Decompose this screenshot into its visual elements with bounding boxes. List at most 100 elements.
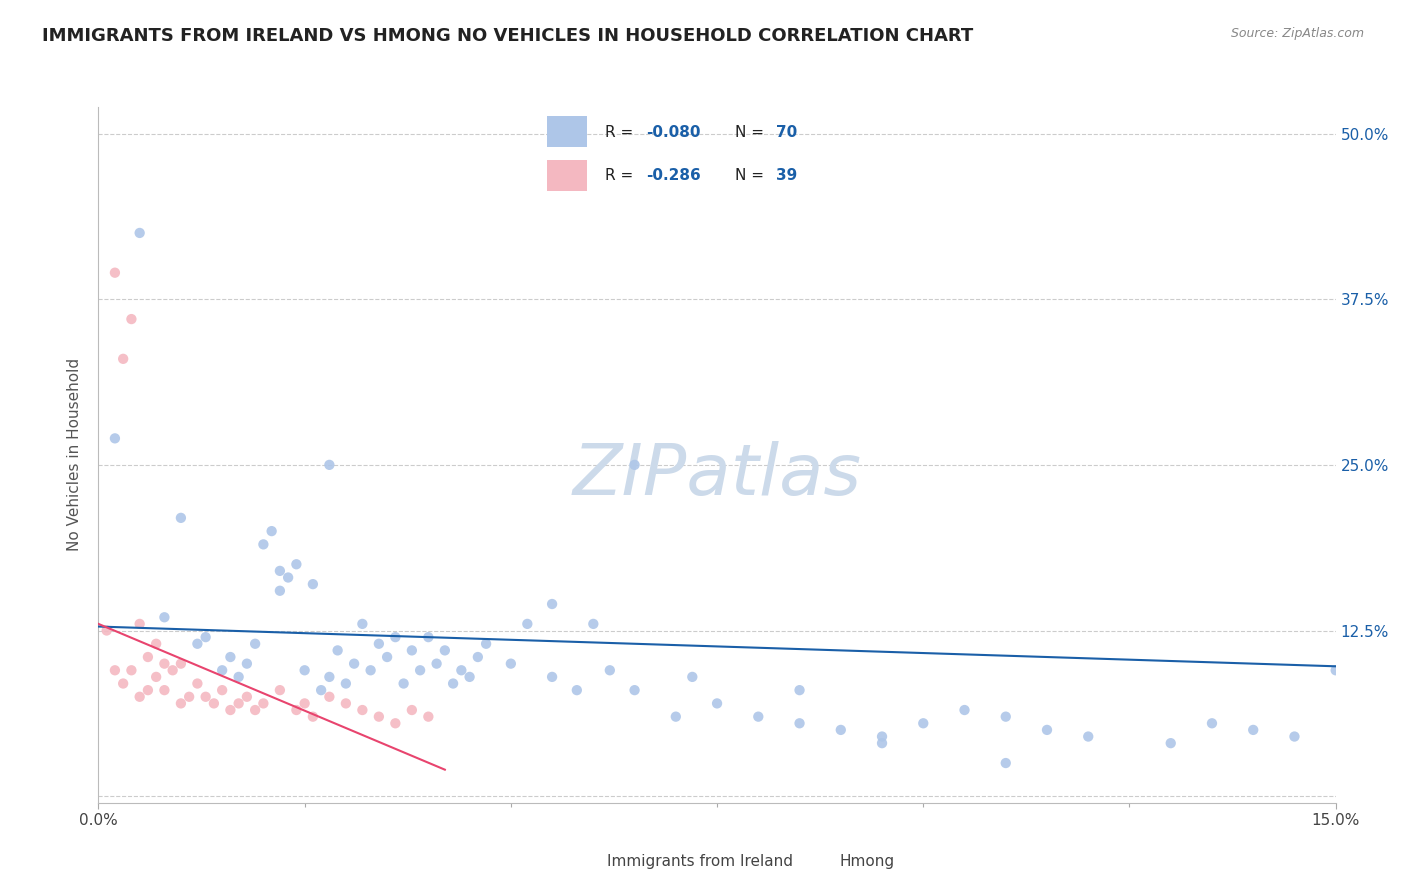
Point xyxy=(367,637,389,651)
Point xyxy=(236,690,259,704)
Point xyxy=(1324,663,1347,677)
Point xyxy=(747,709,769,723)
Point xyxy=(309,683,332,698)
Point xyxy=(120,312,142,326)
Point xyxy=(384,716,406,731)
Point xyxy=(228,697,250,711)
Point xyxy=(599,663,621,677)
Point xyxy=(136,683,159,698)
Point xyxy=(1241,723,1264,737)
Point xyxy=(170,511,193,525)
Point xyxy=(352,703,374,717)
Point xyxy=(269,564,291,578)
Point xyxy=(335,697,357,711)
Point xyxy=(870,736,893,750)
Bar xyxy=(547,116,586,147)
Text: 70: 70 xyxy=(776,125,797,140)
Point xyxy=(499,657,522,671)
Text: 39: 39 xyxy=(776,168,797,183)
Text: Source: ZipAtlas.com: Source: ZipAtlas.com xyxy=(1230,27,1364,40)
Point xyxy=(145,670,167,684)
Point xyxy=(96,624,118,638)
Point xyxy=(623,458,645,472)
Point xyxy=(302,577,325,591)
Point xyxy=(243,637,266,651)
Point xyxy=(360,663,382,677)
Point xyxy=(170,697,193,711)
Point xyxy=(789,683,811,698)
Point xyxy=(186,637,208,651)
Text: Immigrants from Ireland: Immigrants from Ireland xyxy=(607,855,793,869)
Point xyxy=(418,630,440,644)
Text: R =: R = xyxy=(606,168,638,183)
Point xyxy=(186,676,208,690)
Point xyxy=(236,657,259,671)
Point xyxy=(294,697,316,711)
Point xyxy=(128,690,150,704)
Point xyxy=(467,650,489,665)
Point xyxy=(1160,736,1182,750)
Point xyxy=(994,709,1017,723)
Point xyxy=(153,610,176,624)
Point xyxy=(912,716,935,731)
Point xyxy=(401,703,423,717)
Point xyxy=(243,703,266,717)
Text: ZIPatlas: ZIPatlas xyxy=(572,442,862,510)
Point xyxy=(401,643,423,657)
Point xyxy=(104,431,127,445)
Y-axis label: No Vehicles in Household: No Vehicles in Household xyxy=(67,359,83,551)
Point xyxy=(285,558,308,572)
Point xyxy=(104,663,127,677)
Text: IMMIGRANTS FROM IRELAND VS HMONG NO VEHICLES IN HOUSEHOLD CORRELATION CHART: IMMIGRANTS FROM IRELAND VS HMONG NO VEHI… xyxy=(42,27,973,45)
Point xyxy=(179,690,201,704)
Point xyxy=(1284,730,1306,744)
Point xyxy=(352,616,374,631)
Point xyxy=(681,670,703,684)
Point xyxy=(128,226,150,240)
Point xyxy=(153,683,176,698)
Point xyxy=(433,643,456,657)
Point xyxy=(294,663,316,677)
Point xyxy=(623,683,645,698)
Point xyxy=(194,630,217,644)
Point xyxy=(475,637,498,651)
Point xyxy=(136,650,159,665)
Point xyxy=(789,716,811,731)
Point xyxy=(1077,730,1099,744)
Point xyxy=(326,643,349,657)
Point xyxy=(343,657,366,671)
Point xyxy=(302,709,325,723)
Point xyxy=(375,650,398,665)
Point xyxy=(318,690,340,704)
Point xyxy=(211,663,233,677)
Point xyxy=(228,670,250,684)
Point xyxy=(418,709,440,723)
Point xyxy=(252,697,274,711)
Point xyxy=(277,570,299,584)
Point xyxy=(269,583,291,598)
Point xyxy=(194,690,217,704)
Point xyxy=(441,676,464,690)
Point xyxy=(285,703,308,717)
Point xyxy=(252,537,274,551)
Point xyxy=(582,616,605,631)
Text: R =: R = xyxy=(606,125,638,140)
Point xyxy=(392,676,415,690)
Point xyxy=(665,709,688,723)
Point xyxy=(170,657,193,671)
Point xyxy=(120,663,142,677)
Bar xyxy=(547,161,586,191)
Point xyxy=(260,524,283,538)
Point xyxy=(541,597,564,611)
Point xyxy=(269,683,291,698)
Point xyxy=(162,663,184,677)
Point xyxy=(706,697,728,711)
Point xyxy=(145,637,167,651)
Point xyxy=(994,756,1017,770)
Point xyxy=(830,723,852,737)
Point xyxy=(541,670,564,684)
Point xyxy=(1201,716,1223,731)
Point xyxy=(104,266,127,280)
Point xyxy=(202,697,225,711)
Text: N =: N = xyxy=(735,168,769,183)
